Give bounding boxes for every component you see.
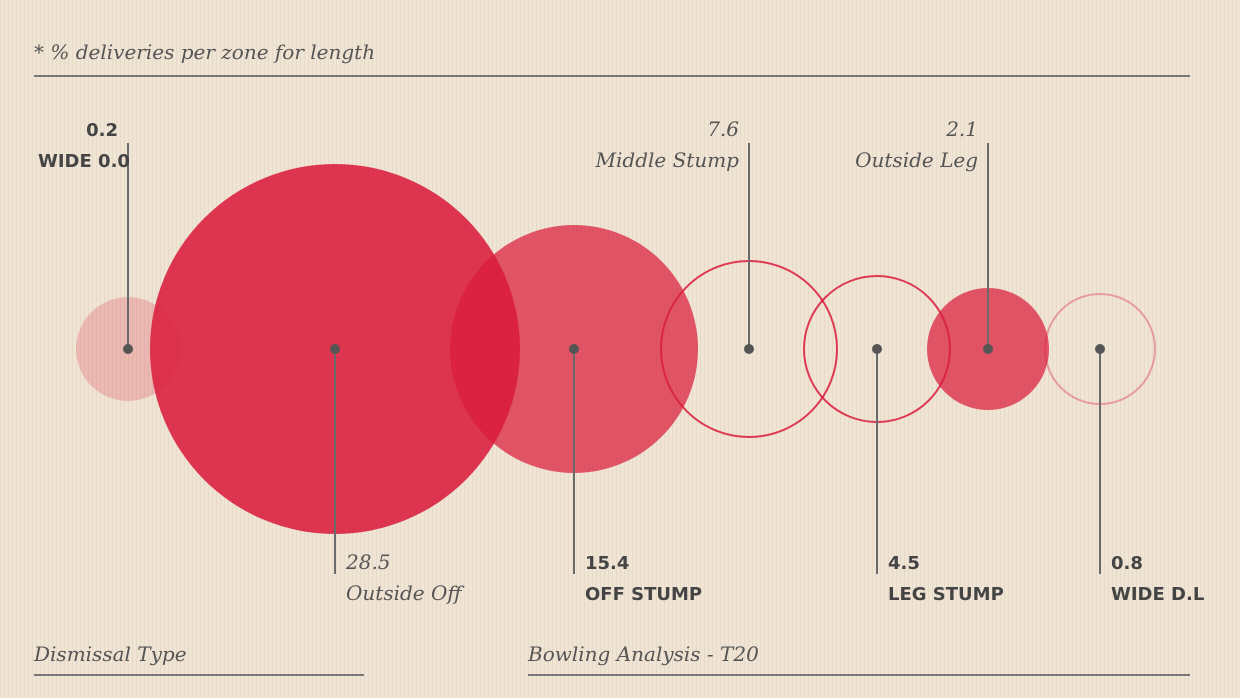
name-label-leg-stump: LEG STUMP — [888, 584, 1004, 605]
center-dot-wide-0-0 — [123, 344, 133, 354]
value-label-outside-leg: 2.1 — [945, 117, 978, 141]
value-label-outside-off: 28.5 — [345, 550, 391, 574]
footnote: * % deliveries per zone for length — [34, 40, 376, 64]
name-label-outside-leg: Outside Leg — [855, 148, 978, 172]
footer-left-divider — [34, 674, 364, 676]
center-dot-outside-off — [330, 344, 340, 354]
leader-lines-layer — [123, 143, 1105, 574]
center-dot-leg-stump — [872, 344, 882, 354]
value-label-off-stump: 15.4 — [585, 553, 629, 574]
name-label-wide-0-0: WIDE 0.0 — [38, 151, 130, 172]
center-dot-off-stump — [569, 344, 579, 354]
value-label-wide-d-l: 0.8 — [1111, 553, 1143, 574]
labels-layer: 0.2 WIDE 0.0 28.5 Outside Off 15.4 OFF STUMP 7… — [38, 117, 1204, 605]
footer-bowling-analysis: Bowling Analysis - T20 — [528, 642, 759, 666]
center-dot-middle-stump — [744, 344, 754, 354]
center-dot-outside-leg — [983, 344, 993, 354]
name-label-outside-off: Outside Off — [346, 581, 465, 605]
footer-right-divider — [528, 674, 1190, 676]
footer-dismissal-type: Dismissal Type — [34, 642, 187, 666]
bubbles-layer — [76, 164, 1156, 534]
value-label-wide-0-0: 0.2 — [86, 120, 118, 141]
name-label-wide-d-l: WIDE D.L — [1111, 584, 1204, 605]
value-label-middle-stump: 7.6 — [707, 117, 739, 141]
name-label-middle-stump: Middle Stump — [595, 148, 740, 172]
top-divider — [34, 75, 1190, 77]
name-label-off-stump: OFF STUMP — [585, 584, 702, 605]
value-label-leg-stump: 4.5 — [888, 553, 920, 574]
center-dot-wide-d-l — [1095, 344, 1105, 354]
